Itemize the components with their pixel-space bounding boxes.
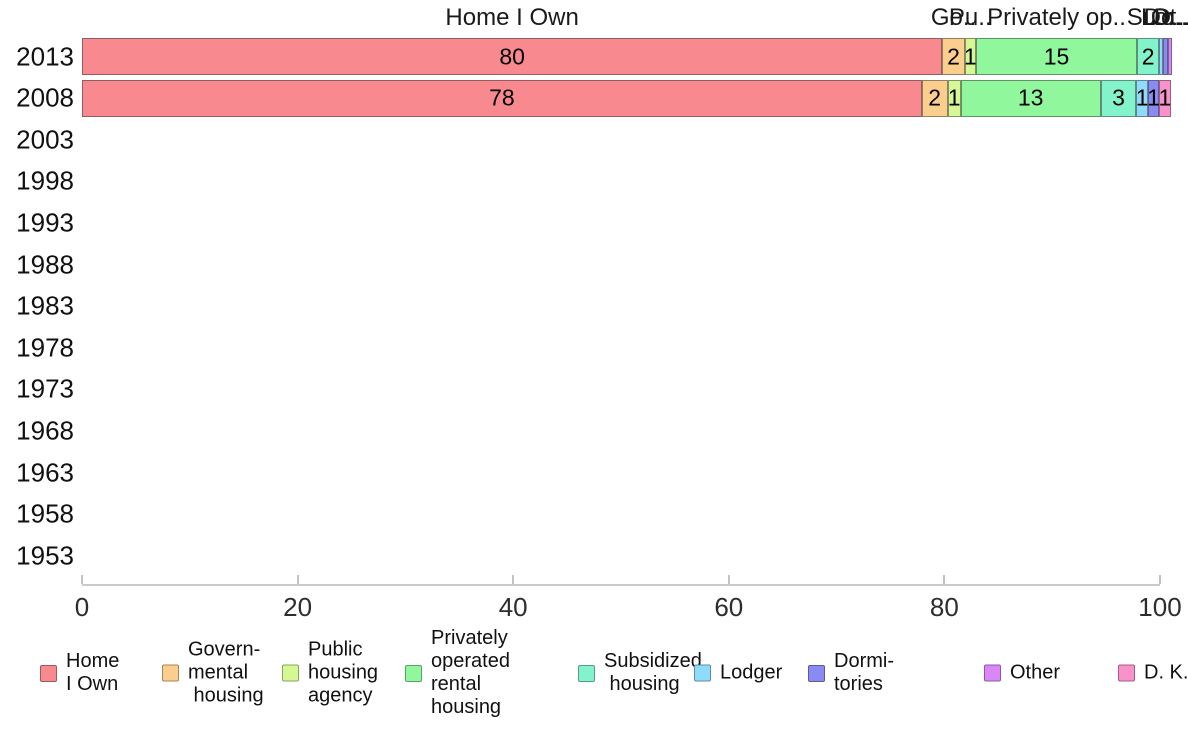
legend-item-label: Home I Own xyxy=(66,650,120,695)
legend-item-d-k-[interactable]: D. K. xyxy=(1118,662,1188,685)
bar-value-label: 13 xyxy=(1017,84,1044,111)
y-axis-label-2013: 2013 xyxy=(16,41,74,71)
legend-item-home-i-own[interactable]: Home I Own xyxy=(40,650,119,696)
bar-value-label: 1 xyxy=(947,84,961,111)
legend-item-label: Dormi- tories xyxy=(834,650,894,695)
y-axis-label-1953: 1953 xyxy=(16,540,74,571)
bar-segment-2013-lodger[interactable] xyxy=(1158,38,1164,75)
column-header-d-k-: D... xyxy=(1153,4,1188,31)
legend-swatch-icon xyxy=(405,664,422,682)
legend-item-governmental-housing[interactable]: Govern- mental housing xyxy=(162,639,264,708)
legend-item-label: D. K. xyxy=(1144,661,1188,684)
legend-item-label: Govern- mental housing xyxy=(188,638,264,707)
column-header-dormitories: Do.. xyxy=(1143,4,1188,31)
legend-swatch-icon xyxy=(40,664,57,682)
column-header-privately-operated-rental-housing: Privately op.. xyxy=(987,4,1126,31)
column-header-governmental-housing: Go.. xyxy=(930,4,977,31)
legend-item-other[interactable]: Other xyxy=(984,662,1060,685)
bar-segment-2013-home-i-own[interactable] xyxy=(82,38,943,75)
bar-value-label: 80 xyxy=(499,43,525,69)
bar-value-label: 1 xyxy=(1135,84,1149,111)
y-axis-label-1958: 1958 xyxy=(16,498,74,529)
bar-segment-2013-public-housing-agency[interactable] xyxy=(964,38,976,75)
legend-swatch-icon xyxy=(1118,664,1135,682)
x-axis-tick-label: 0 xyxy=(74,592,90,622)
y-axis-label-1963: 1963 xyxy=(16,457,74,487)
bar-value-label: 1 xyxy=(963,43,977,69)
x-axis-tick xyxy=(296,575,299,584)
legend-item-label: Privately operated rental housing xyxy=(431,627,510,718)
x-axis-tick-label: 60 xyxy=(714,592,744,622)
bar-value-label: 78 xyxy=(489,84,515,111)
y-axis-label-1998: 1998 xyxy=(16,165,74,196)
bar-segment-2008-subsidized-housing[interactable] xyxy=(1100,79,1137,117)
bar-segment-2013-subsidized-housing[interactable] xyxy=(1137,38,1159,75)
column-header-lodger: Lo.. xyxy=(1141,4,1182,31)
legend-item-label: Lodger xyxy=(720,661,783,684)
x-axis-tick-label: 100 xyxy=(1138,592,1182,622)
column-header-other: Ot.. xyxy=(1150,4,1188,31)
legend-swatch-icon xyxy=(694,664,711,682)
x-axis-tick-label: 20 xyxy=(283,592,313,622)
bar-segment-2008-lodger[interactable] xyxy=(1136,79,1149,117)
x-axis-tick xyxy=(81,575,83,584)
y-axis-label-1983: 1983 xyxy=(16,290,74,321)
column-header-subsidized-housing: Su.. xyxy=(1126,4,1170,31)
y-axis-label-1973: 1973 xyxy=(16,373,74,404)
legend-swatch-icon xyxy=(808,664,825,682)
bar-segment-2013-privately-operated-rental-housing[interactable] xyxy=(975,38,1138,75)
legend-item-subsidized-housing[interactable]: Subsidized housing xyxy=(578,650,702,696)
legend-item-label: Other xyxy=(1010,661,1061,684)
y-axis-label-2003: 2003 xyxy=(16,124,74,155)
bar-value-label: 2 xyxy=(928,84,942,111)
bar-segment-2008-public-housing-agency[interactable] xyxy=(947,79,961,117)
bar-segment-2008-dormitories[interactable] xyxy=(1148,79,1159,117)
bar-value-label: 1 xyxy=(1147,84,1160,111)
x-axis-line xyxy=(82,584,1160,586)
x-axis-tick xyxy=(1159,575,1161,584)
bar-value-label: 1 xyxy=(1158,84,1172,111)
legend-item-privately-operated-rental-housing[interactable]: Privately operated rental housing xyxy=(405,627,510,719)
y-axis-label-2008: 2008 xyxy=(16,82,74,113)
legend-swatch-icon xyxy=(984,664,1001,682)
column-header-public-housing-agency: Pu.. xyxy=(948,4,992,31)
legend-swatch-icon xyxy=(282,664,299,682)
y-axis-label-1978: 1978 xyxy=(16,332,74,363)
legend-item-public-housing-agency[interactable]: Public housing agency xyxy=(282,639,378,708)
bar-value-label: 2 xyxy=(947,43,960,69)
bar-segment-2008-governmental-housing[interactable] xyxy=(921,79,948,117)
y-axis-label-1993: 1993 xyxy=(16,207,74,238)
legend-item-lodger[interactable]: Lodger xyxy=(694,662,782,685)
bar-value-label: 2 xyxy=(1141,43,1155,69)
legend-swatch-icon xyxy=(578,664,595,682)
legend-item-dormitories[interactable]: Dormi- tories xyxy=(808,650,894,696)
bar-segment-2008-home-i-own[interactable] xyxy=(82,79,922,117)
x-axis-tick-label: 40 xyxy=(498,592,528,622)
bar-segment-2013-governmental-housing[interactable] xyxy=(942,38,965,75)
x-axis-tick-label: 80 xyxy=(929,592,959,622)
x-axis-tick xyxy=(512,575,515,584)
legend-item-label: Subsidized housing xyxy=(604,650,702,695)
bar-segment-2013-dormitories[interactable] xyxy=(1163,38,1169,75)
bar-value-label: 15 xyxy=(1043,43,1070,69)
column-header-home-i-own: Home I Own xyxy=(445,4,579,31)
y-axis-label-1968: 1968 xyxy=(16,415,74,446)
bar-segment-2008-privately-operated-rental-housing[interactable] xyxy=(960,79,1101,117)
x-axis-tick xyxy=(727,575,730,584)
bar-segment-2008-d-k-[interactable] xyxy=(1158,79,1171,117)
bar-segment-2013-other[interactable] xyxy=(1168,38,1173,75)
legend-item-label: Public housing agency xyxy=(308,638,379,707)
bar-value-label: 3 xyxy=(1112,84,1125,111)
y-axis-label-1988: 1988 xyxy=(16,249,74,279)
legend-swatch-icon xyxy=(162,664,179,682)
x-axis-tick xyxy=(943,575,946,584)
